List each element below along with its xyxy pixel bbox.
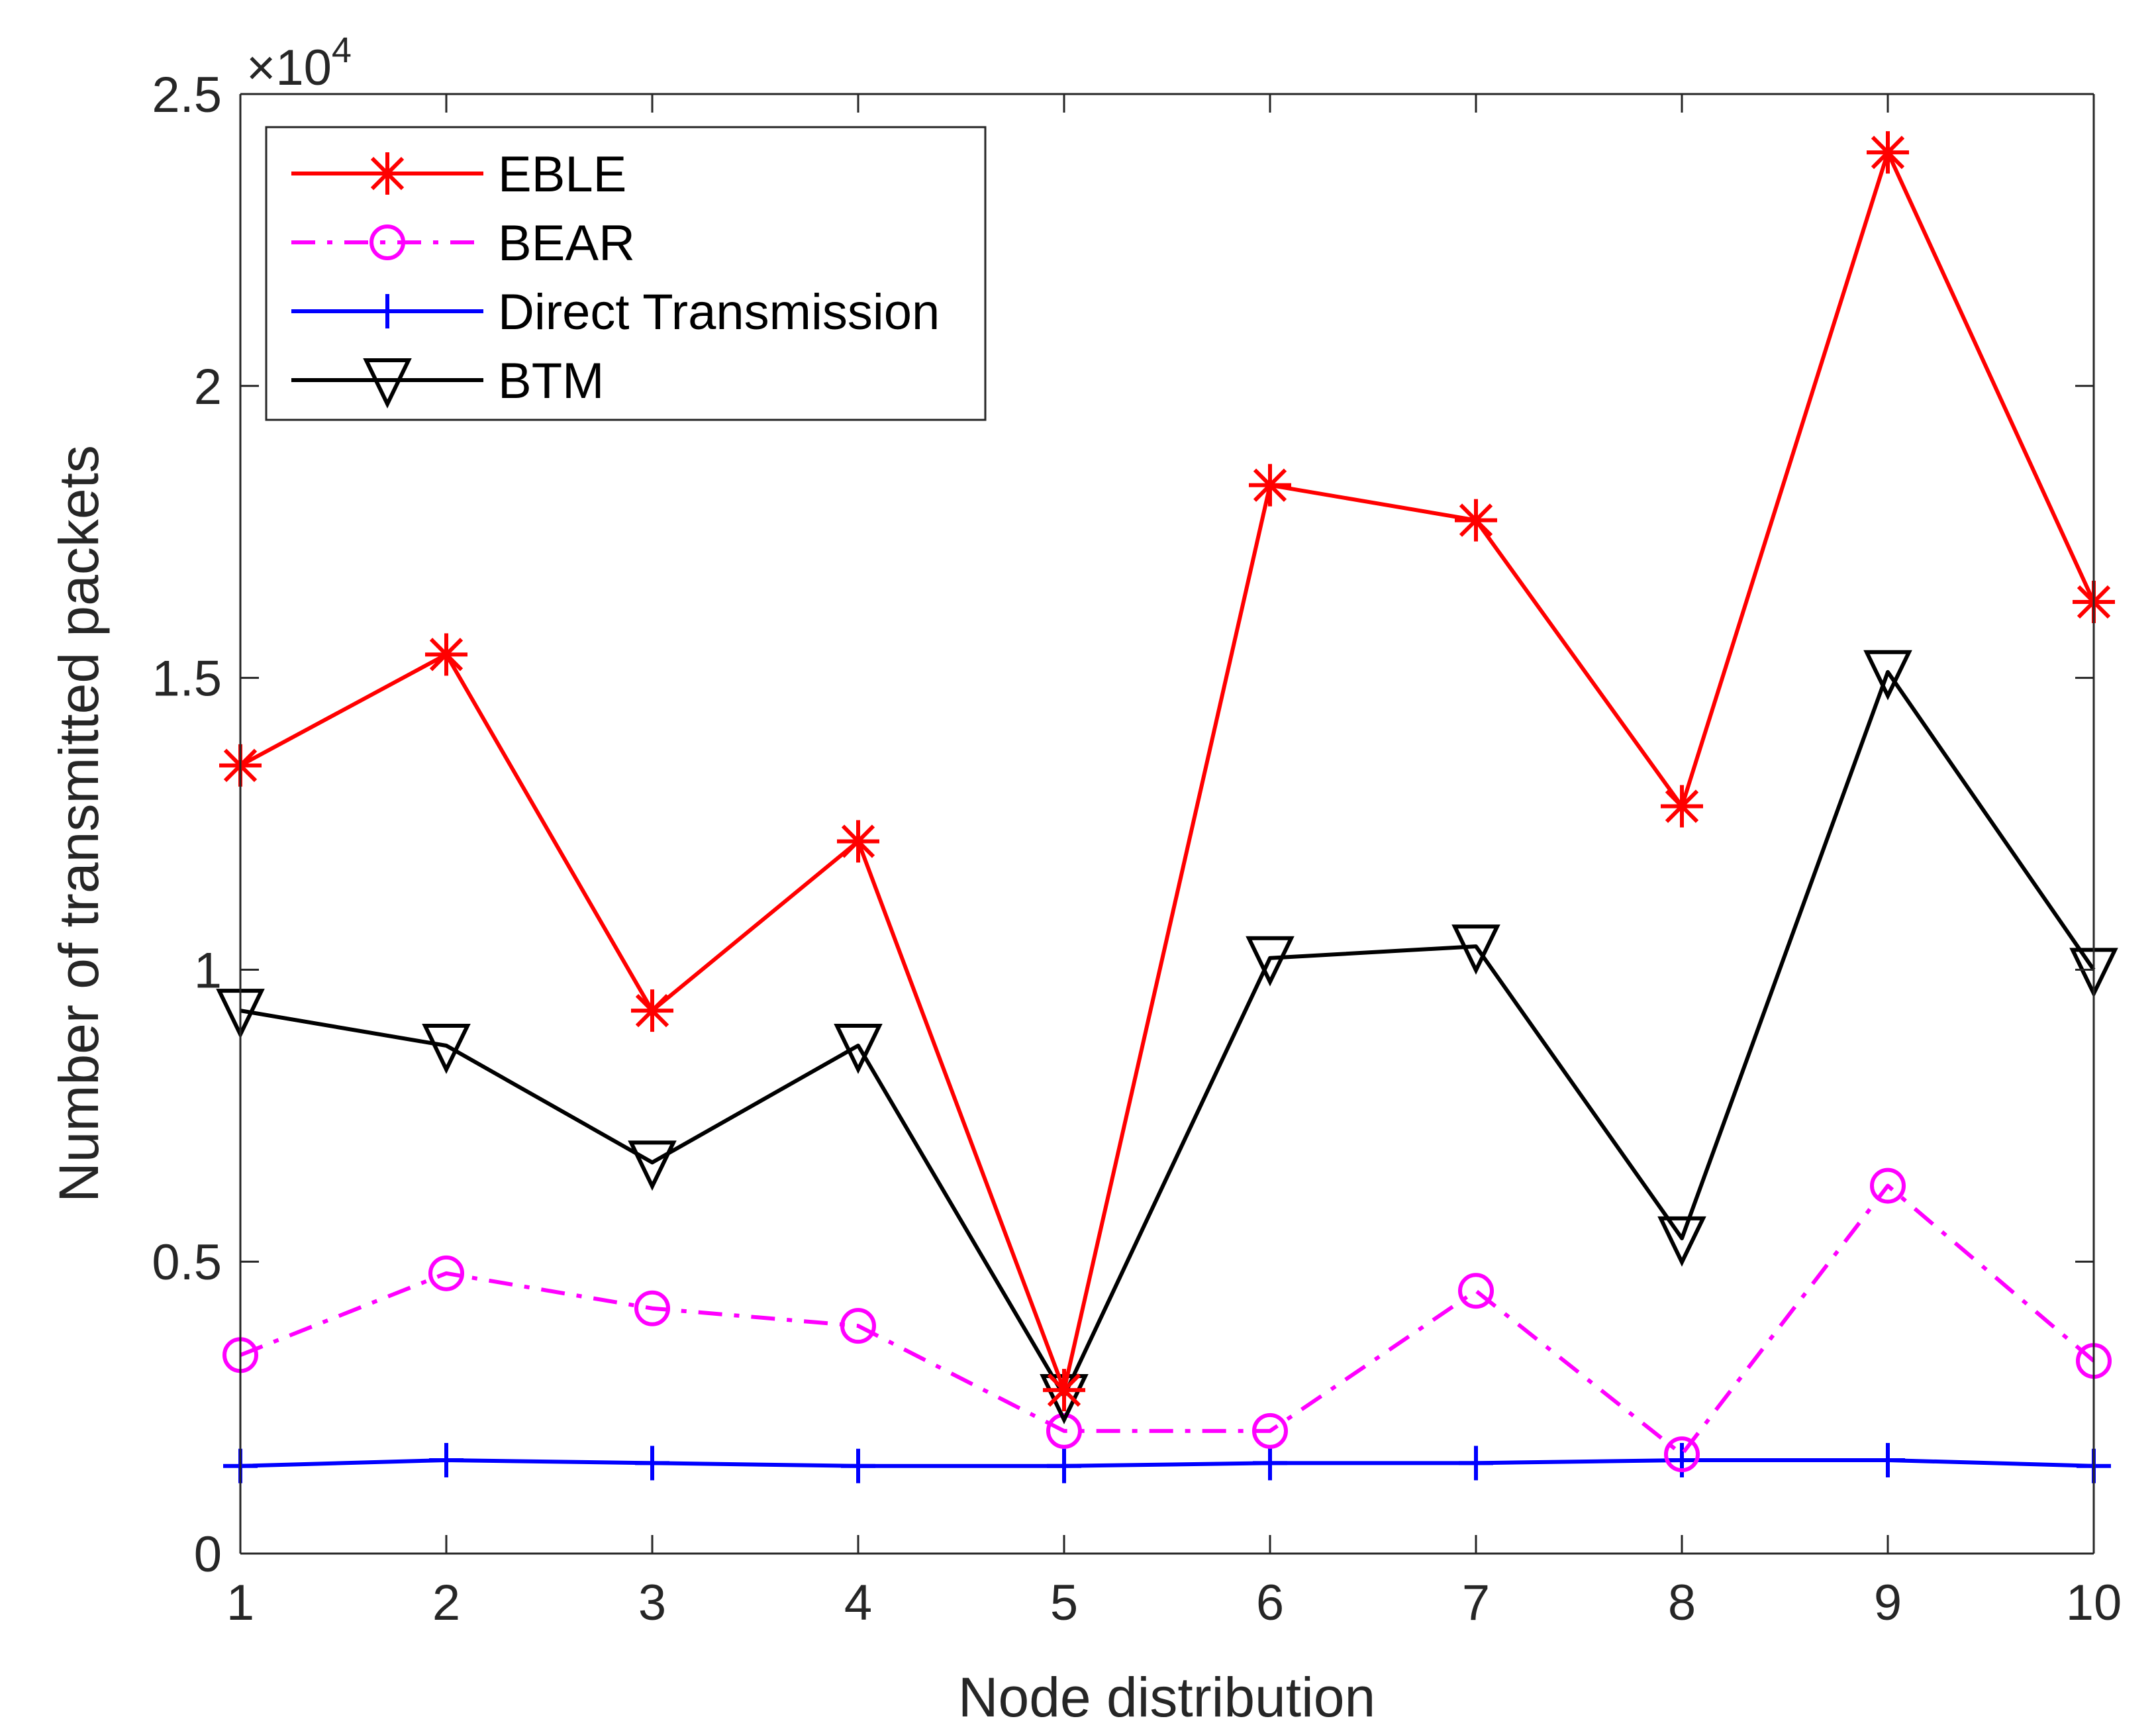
data-point: [1455, 499, 1497, 542]
x-tick-label: 5: [1050, 1575, 1078, 1631]
data-point: [1863, 650, 1912, 701]
data-point: [1252, 1413, 1288, 1449]
x-tick-label: 7: [1462, 1575, 1490, 1631]
series-line: [239, 150, 2096, 1393]
data-point: [628, 1140, 677, 1191]
legend-label: Direct Transmission: [498, 284, 940, 340]
x-axis-title: Node distribution: [958, 1666, 1375, 1728]
x-tick-label: 6: [1256, 1575, 1284, 1631]
series-eble: [219, 131, 2115, 1412]
data-point: [1249, 464, 1291, 507]
legend: EBLE BEAR Direct Transmission BTM: [265, 126, 987, 421]
data-point: [1870, 1167, 1906, 1204]
y-tick-label: 0.5: [152, 1234, 222, 1291]
legend-entry: Direct Transmission: [291, 284, 940, 340]
data-point: [1458, 1273, 1494, 1309]
y-tick-label: 0: [194, 1526, 222, 1583]
data-point: [1867, 131, 1909, 174]
data-point: [422, 1024, 471, 1074]
ticks-layer: 1 2 3 4 5 6 7 8 9 10 0 0.5 1 1.5 2 2.5: [152, 67, 2122, 1631]
data-point: [841, 1448, 875, 1483]
x-tick-label: 9: [1874, 1575, 1902, 1631]
legend-entry: EBLE: [291, 146, 626, 203]
data-point: [840, 1308, 876, 1344]
data-point: [1664, 1436, 1700, 1473]
data-point: [1047, 1448, 1081, 1483]
x-tick-label: 2: [432, 1575, 460, 1631]
legend-marker: [363, 358, 412, 409]
legend-entry: BEAR: [291, 215, 635, 272]
data-point: [1451, 924, 1500, 975]
y-tick-label: 1: [194, 942, 222, 999]
data-point: [428, 1255, 464, 1291]
legend-label: EBLE: [498, 146, 626, 203]
legend-label: BTM: [498, 353, 604, 409]
y-tick-label: 1.5: [152, 651, 222, 707]
data-point: [1661, 785, 1703, 828]
data-point: [1253, 1446, 1287, 1481]
series-line: [240, 669, 2096, 1398]
legend-entry: BTM: [291, 353, 604, 409]
y-axis-title: Number of transmitted packets: [48, 445, 110, 1203]
x-tick-label: 3: [638, 1575, 666, 1631]
legend-label: BEAR: [498, 215, 635, 272]
series-layer: [216, 131, 2118, 1483]
legend-marker: [370, 294, 405, 328]
data-point: [1459, 1446, 1493, 1481]
data-point: [425, 633, 467, 676]
series-line: [240, 1458, 2094, 1468]
y-multiplier-base: ×10: [246, 40, 332, 96]
x-tick-label: 8: [1668, 1575, 1696, 1631]
data-point: [837, 820, 879, 863]
x-tick-label: 4: [844, 1575, 872, 1631]
y-tick-label: 2.5: [152, 67, 222, 123]
series-line: [239, 1183, 2095, 1457]
data-point: [635, 1446, 669, 1481]
x-tick-label: 10: [2066, 1575, 2122, 1631]
legend-marker: [366, 152, 409, 195]
y-multiplier-label: ×104: [246, 30, 352, 96]
data-point: [1657, 1216, 1706, 1267]
data-point: [631, 989, 673, 1032]
data-point: [1246, 936, 1295, 987]
data-point: [1043, 1369, 1085, 1412]
y-multiplier-exponent: 4: [332, 30, 352, 70]
data-point: [634, 1290, 670, 1326]
data-point: [1046, 1413, 1082, 1449]
data-point: [429, 1442, 464, 1477]
y-tick-label: 2: [194, 359, 222, 415]
legend-marker: [369, 224, 405, 260]
data-point: [834, 1024, 883, 1074]
axes-box: [239, 93, 2095, 1555]
x-tick-label: 1: [226, 1575, 254, 1631]
legend-entries: EBLE BEAR Direct Transmission BTM: [291, 146, 940, 409]
data-point: [1871, 1442, 1905, 1477]
